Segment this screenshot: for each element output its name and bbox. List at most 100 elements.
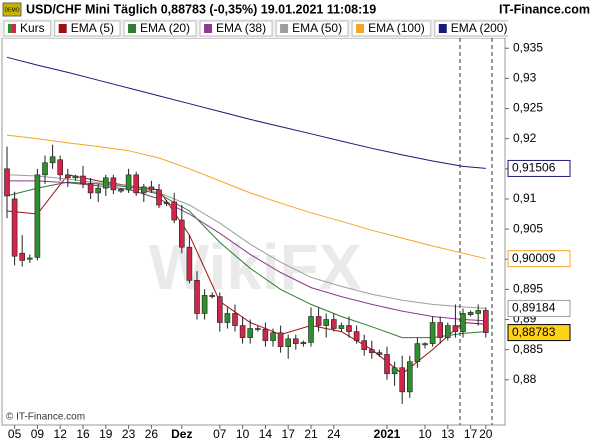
legend-frame xyxy=(275,20,349,37)
candle-body xyxy=(201,295,208,314)
candle-body xyxy=(308,316,314,343)
ema-line xyxy=(6,174,486,309)
candle-body xyxy=(95,187,101,194)
candle-body xyxy=(475,310,482,314)
candle-body xyxy=(391,367,398,375)
price-tag-label: 0,91506 xyxy=(512,161,556,175)
x-tick-label: 24 xyxy=(327,427,341,441)
legend-frame xyxy=(199,20,273,37)
x-tick-label: 12 xyxy=(54,427,68,441)
candle-body xyxy=(346,325,352,332)
y-tick-label: 0,88 xyxy=(513,372,537,386)
candle-body xyxy=(209,295,215,297)
candle-body xyxy=(133,174,139,194)
y-tick-label: 0,93 xyxy=(513,71,537,85)
candle-body xyxy=(141,186,147,194)
legend-swatch xyxy=(12,24,16,33)
price-tag-label: 0,90009 xyxy=(512,251,556,265)
legend-item: EMA (20) xyxy=(123,20,197,37)
legend-swatch xyxy=(128,24,137,33)
legend-frame xyxy=(54,20,121,37)
legend-item: EMA (50) xyxy=(275,20,349,37)
legend-frame xyxy=(351,20,432,37)
candle-body xyxy=(338,325,345,329)
x-tick-label: 09 xyxy=(31,427,45,441)
legend-item: EMA (100) xyxy=(351,20,432,37)
candle-body xyxy=(406,361,413,393)
price-tag-label: 0,89184 xyxy=(512,301,556,315)
x-tick-label: 16 xyxy=(76,427,90,441)
candle-body xyxy=(57,159,64,176)
price-tag-label: 0,88783 xyxy=(512,325,556,339)
legend-item: Kurs xyxy=(3,20,52,37)
y-tick-label: 0,92 xyxy=(513,131,537,145)
legend-swatch xyxy=(356,24,365,33)
legend-item: EMA (5) xyxy=(54,20,121,37)
legend-item: EMA (200) xyxy=(434,20,508,37)
candle-body xyxy=(292,338,299,344)
legend-swatch xyxy=(8,24,12,33)
candle-body xyxy=(171,201,177,221)
legend-frame xyxy=(123,20,197,37)
candle-body xyxy=(315,316,322,326)
candle-body xyxy=(262,328,269,341)
candle-body xyxy=(26,257,33,260)
x-tick-label: 17 xyxy=(282,427,296,441)
legend-label: EMA (200) xyxy=(451,21,508,35)
legend-item: EMA (38) xyxy=(199,20,273,37)
candle-body xyxy=(239,325,246,338)
legend: Kurs EMA (5) EMA (20) EMA (38) EMA (50) EMA (… xyxy=(0,19,508,38)
legend-swatch xyxy=(438,24,447,33)
legend-swatch xyxy=(58,24,67,33)
price-tag xyxy=(507,159,571,177)
x-tick-label: 14 xyxy=(259,427,273,441)
x-tick-label: Dez xyxy=(171,427,192,441)
candle-body xyxy=(34,174,41,258)
candle-body xyxy=(179,219,185,248)
candle-body xyxy=(125,174,132,191)
y-tick-label: 0,925 xyxy=(513,101,543,115)
x-tick-label: 17 xyxy=(464,427,478,441)
x-tick-label: 07 xyxy=(213,427,227,441)
candle-body xyxy=(163,202,170,205)
candle-body xyxy=(482,310,489,333)
ema-line xyxy=(6,56,486,169)
candle-body xyxy=(49,156,56,164)
ema-line xyxy=(6,134,486,260)
candle-body xyxy=(4,168,10,197)
x-tick-label: 21 xyxy=(304,427,318,441)
candle-body xyxy=(255,328,261,330)
candle-body xyxy=(110,177,117,191)
candle-body xyxy=(224,313,231,323)
x-tick-label: 10 xyxy=(236,427,250,441)
candle-body xyxy=(156,189,162,206)
y-tick-label: 0,885 xyxy=(513,342,543,356)
x-tick-label: 05 xyxy=(8,427,22,441)
candle-body xyxy=(429,322,436,344)
legend-label: EMA (20) xyxy=(140,21,190,35)
candle-body xyxy=(118,189,124,192)
title-bar xyxy=(0,0,595,19)
candle-body xyxy=(217,296,223,323)
candle-body xyxy=(384,354,390,375)
candle-body xyxy=(452,325,459,332)
candle-body xyxy=(368,349,375,353)
candle-body xyxy=(42,162,48,176)
footer: © IT-Finance.com xyxy=(6,412,85,423)
price-tag xyxy=(507,324,571,342)
legend-swatch xyxy=(204,24,213,33)
candle-body xyxy=(186,246,193,281)
y-tick-label: 0,91 xyxy=(513,191,537,205)
candle-body xyxy=(270,332,276,341)
x-tick-label: 13 xyxy=(441,427,455,441)
logo xyxy=(2,2,22,17)
candle-body xyxy=(414,343,421,363)
candle-body xyxy=(11,198,18,257)
candle-body xyxy=(361,340,368,350)
x-tick-label: 19 xyxy=(99,427,113,441)
candle-body xyxy=(194,280,200,314)
candle-body xyxy=(353,331,360,341)
logo-text: DEMO xyxy=(5,7,20,13)
candle-body xyxy=(19,252,26,261)
candle-body xyxy=(330,319,337,329)
